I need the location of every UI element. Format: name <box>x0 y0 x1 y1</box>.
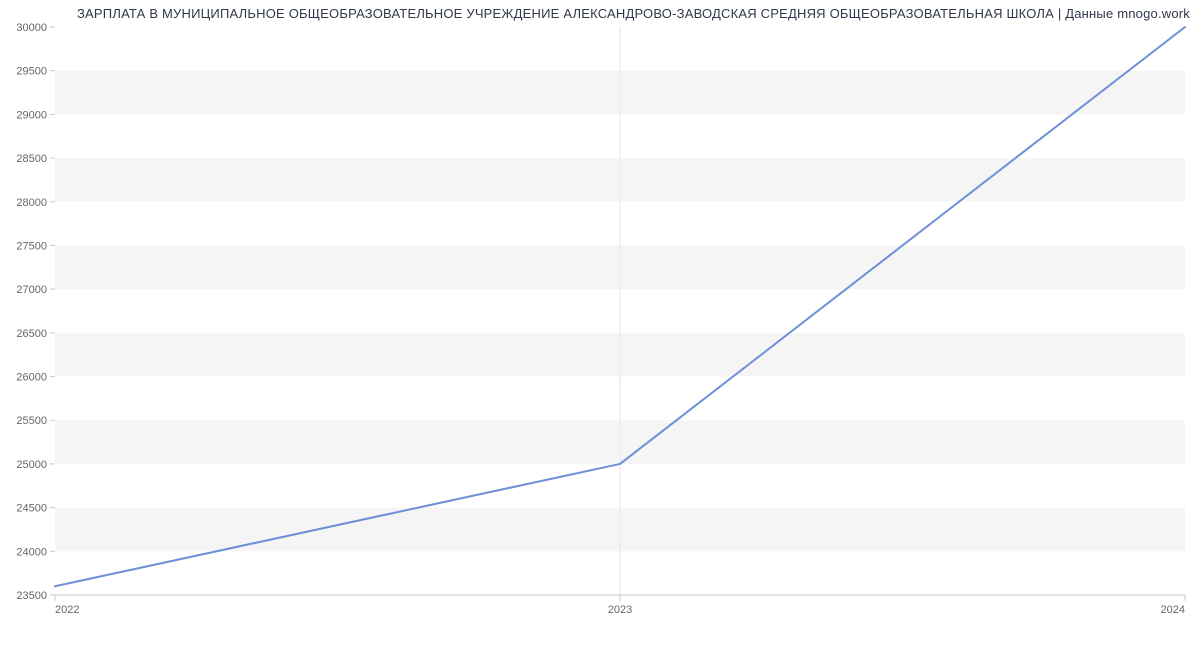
svg-text:24500: 24500 <box>16 503 47 515</box>
svg-text:29500: 29500 <box>16 66 47 78</box>
svg-text:2024: 2024 <box>1161 604 1185 616</box>
svg-text:28000: 28000 <box>16 197 47 209</box>
svg-text:23500: 23500 <box>16 590 47 602</box>
svg-text:26000: 26000 <box>16 372 47 384</box>
svg-text:25500: 25500 <box>16 415 47 427</box>
chart-title: ЗАРПЛАТА В МУНИЦИПАЛЬНОЕ ОБЩЕОБРАЗОВАТЕЛ… <box>0 0 1200 21</box>
svg-text:27500: 27500 <box>16 240 47 252</box>
salary-chart: ЗАРПЛАТА В МУНИЦИПАЛЬНОЕ ОБЩЕОБРАЗОВАТЕЛ… <box>0 0 1200 650</box>
svg-text:25000: 25000 <box>16 459 47 471</box>
chart-plot: 23500 24000 24500 25000 25500 26000 26500 27000… <box>0 21 1200 643</box>
svg-text:29000: 29000 <box>16 109 47 121</box>
svg-text:30000: 30000 <box>16 22 47 34</box>
svg-text:28500: 28500 <box>16 153 47 165</box>
svg-text:24000: 24000 <box>16 546 47 558</box>
svg-text:27000: 27000 <box>16 284 47 296</box>
svg-text:2022: 2022 <box>55 604 79 616</box>
svg-text:26500: 26500 <box>16 328 47 340</box>
svg-text:2023: 2023 <box>608 604 632 616</box>
